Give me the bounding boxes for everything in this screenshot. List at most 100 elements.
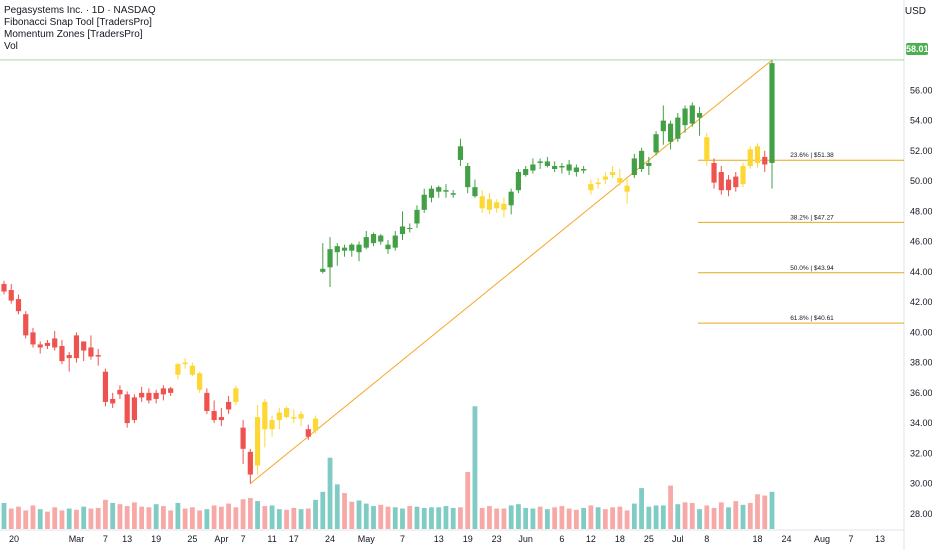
candle [117, 385, 123, 399]
candle [153, 389, 159, 404]
candle-body [472, 187, 478, 197]
candle-body [110, 398, 116, 404]
candle-body [450, 193, 456, 195]
candle [204, 388, 210, 415]
candle [334, 243, 340, 266]
volume-bar [81, 506, 87, 529]
volume-bar [160, 506, 166, 529]
candle-body [327, 249, 333, 268]
candle [479, 190, 485, 213]
candle-body [146, 392, 152, 401]
candle [610, 165, 616, 179]
candle [704, 132, 710, 166]
candle [653, 131, 659, 156]
candle-body [725, 179, 732, 191]
candle [602, 172, 608, 185]
volume-bar [204, 509, 210, 529]
time-tick-label: 24 [781, 534, 791, 544]
time-tick-label: 7 [241, 534, 246, 544]
candle [160, 385, 166, 401]
volume-bar [400, 508, 405, 529]
volume-bar [631, 503, 637, 529]
volume-bar [595, 507, 601, 529]
candle [494, 199, 500, 213]
candle-body [515, 172, 522, 191]
candle [23, 311, 29, 339]
volume-bar [334, 484, 340, 529]
candle-body [696, 113, 703, 118]
time-tick-label: 25 [187, 534, 197, 544]
symbol-title[interactable]: Pegasystems Inc. · 1D · NASDAQ [4, 5, 156, 16]
candle [523, 165, 529, 177]
volume-bar [552, 507, 558, 529]
candle-body [573, 167, 579, 173]
candle [501, 197, 507, 218]
indicator-momentum[interactable]: Momentum Zones [TradersPro] [4, 29, 143, 40]
price-tick-label: 54.00 [910, 116, 932, 126]
volume-bar [298, 509, 304, 529]
candle [81, 341, 87, 362]
volume-bar [581, 507, 587, 529]
volume-bar [682, 502, 688, 529]
candle-body [740, 165, 746, 185]
candle [660, 105, 666, 145]
currency-label[interactable]: USD [904, 6, 926, 17]
candle-body [160, 388, 166, 395]
volume-bar [233, 507, 239, 529]
volume-bar [218, 506, 224, 529]
candle-body [392, 235, 398, 248]
candle-body [428, 188, 435, 198]
volume-bar [378, 504, 384, 529]
candle [327, 237, 333, 287]
candle-body [363, 237, 369, 248]
candle [696, 106, 703, 136]
volume-bar [276, 509, 282, 529]
volume-bar [103, 499, 108, 529]
candle-body [747, 149, 753, 166]
candle-body [168, 388, 174, 393]
candle-body [334, 246, 340, 253]
last-price-tag: 58.01 [906, 43, 929, 55]
price-tick-label: 30.00 [910, 479, 932, 489]
volume-bar [182, 508, 188, 529]
candle-body [312, 418, 319, 431]
candle-body [356, 244, 362, 253]
candle [733, 172, 739, 192]
chart-legend: Pegasystems Inc. · 1D · NASDAQ Fibonacci… [4, 5, 156, 53]
candle-body [638, 150, 645, 170]
indicator-fibonacci[interactable]: Fibonacci Snap Tool [TradersPro] [4, 17, 152, 28]
volume-bar [769, 491, 775, 529]
candle [356, 241, 362, 262]
volume-bar [30, 505, 36, 529]
candle-body [465, 165, 471, 188]
candle [537, 158, 543, 170]
candle [544, 156, 550, 168]
price-tick-label: 28.00 [910, 509, 932, 519]
candle [718, 165, 724, 195]
candle-body [754, 146, 761, 163]
candle [646, 156, 652, 176]
candle-body [30, 332, 36, 345]
candle [436, 185, 442, 198]
candle-body [15, 299, 22, 312]
candle [457, 138, 464, 166]
candle-body [610, 172, 616, 176]
volume-bar [675, 504, 681, 529]
candle [189, 362, 195, 377]
volume-bar [653, 505, 659, 529]
time-tick-label: Jun [518, 534, 533, 544]
volume-bar [146, 507, 152, 529]
candle-body [66, 355, 72, 359]
candle [443, 184, 449, 198]
candle [762, 150, 768, 173]
volume-bar [1, 502, 7, 529]
time-tick-label: 25 [644, 534, 654, 544]
indicator-volume[interactable]: Vol [4, 41, 18, 52]
volume-bar [168, 510, 174, 529]
candle [52, 330, 58, 351]
volume-bar [132, 502, 137, 529]
volume-bar [479, 507, 485, 529]
volume-bar [711, 507, 717, 529]
time-tick-label: 13 [434, 534, 444, 544]
